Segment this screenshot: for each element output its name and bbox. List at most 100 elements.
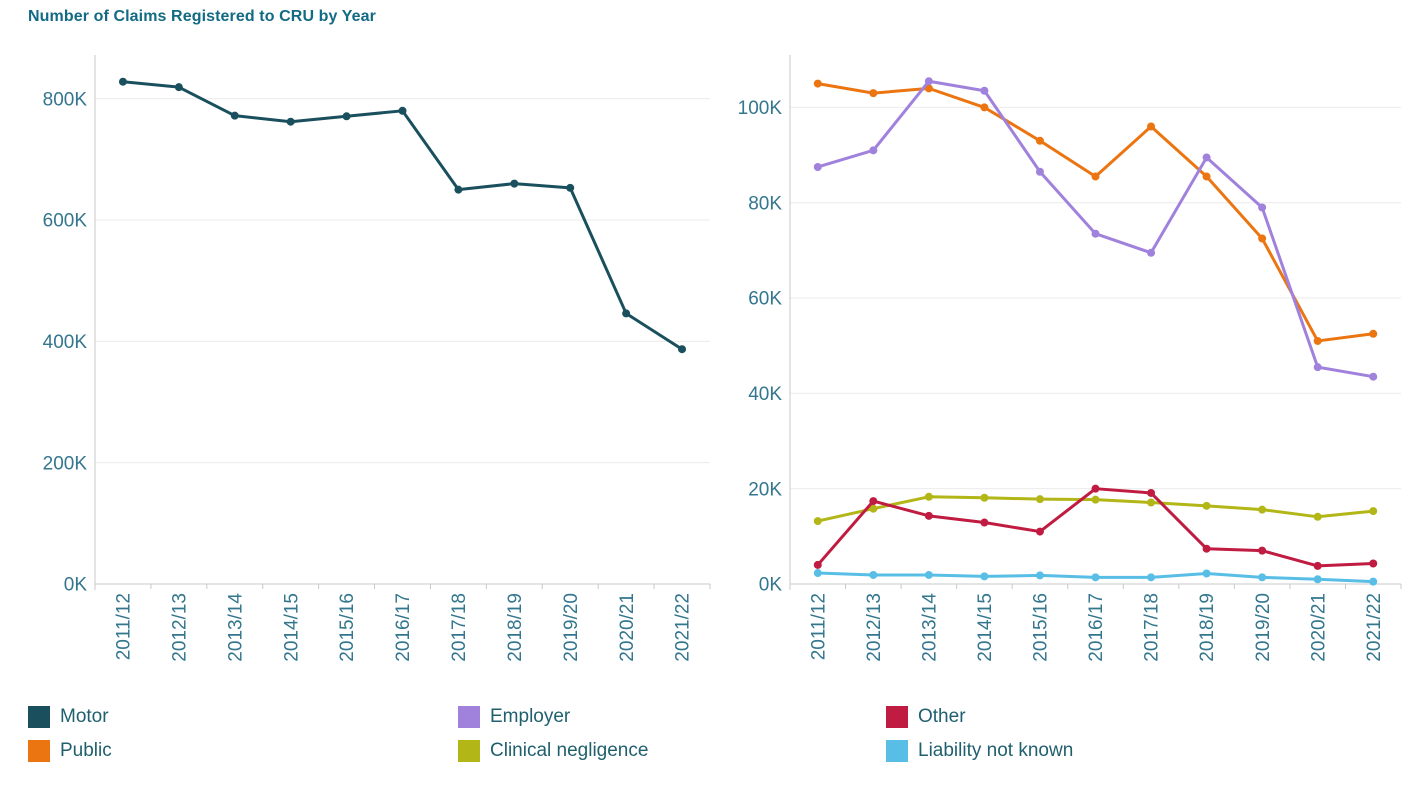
data-point-employer	[869, 146, 878, 155]
legend-item-public: Public	[28, 737, 112, 764]
data-point-other	[1202, 544, 1211, 553]
data-point-public	[813, 79, 822, 88]
data-point-employer	[813, 162, 822, 171]
data-point-other	[1091, 484, 1100, 493]
legend-item-liability-not-known: Liability not known	[886, 737, 1073, 764]
data-point-public	[1202, 172, 1211, 181]
data-point-employer	[1369, 372, 1378, 381]
x-axis-tick-label: 2016/17	[393, 593, 414, 662]
data-point-other	[1369, 559, 1378, 568]
y-axis-tick-label: 400K	[43, 332, 88, 353]
legend-column-3: Other Liability not known	[886, 703, 1073, 771]
data-point-motor	[566, 183, 575, 192]
x-axis-tick-label: 2021/22	[1364, 593, 1385, 662]
data-point-employer	[1202, 153, 1211, 162]
data-point-other	[1313, 561, 1322, 570]
x-axis-tick-label: 2014/15	[975, 593, 996, 662]
y-axis-tick-label: 0K	[759, 575, 783, 596]
y-axis-tick-label: 600K	[43, 211, 88, 232]
legend-label-other: Other	[918, 705, 966, 727]
data-point-liability-not-known	[924, 570, 933, 579]
legend-swatch-motor	[28, 705, 50, 728]
x-axis-tick-label: 2015/16	[1031, 593, 1052, 662]
data-point-liability-not-known	[1202, 569, 1211, 578]
data-point-liability-not-known	[1369, 577, 1378, 586]
x-axis-tick-label: 2012/13	[864, 593, 885, 662]
data-point-public	[924, 84, 933, 93]
x-axis-tick-label: 2018/19	[505, 593, 526, 662]
data-point-public	[1369, 329, 1378, 338]
series-line-employer	[816, 79, 1375, 379]
data-point-other	[869, 497, 878, 506]
y-axis-tick-label: 800K	[43, 89, 88, 110]
data-point-clinical-negligence	[1369, 507, 1378, 516]
data-point-motor	[342, 112, 351, 121]
data-point-clinical-negligence	[813, 517, 822, 526]
data-point-clinical-negligence	[1091, 495, 1100, 504]
x-axis-tick-label: 2015/16	[337, 593, 358, 662]
chart-legend: Motor Public Employer Clinical negligenc…	[0, 703, 1426, 783]
data-point-employer	[1147, 248, 1156, 257]
data-point-clinical-negligence	[869, 504, 878, 513]
x-axis-tick-label: 2013/14	[225, 593, 246, 662]
legend-column-2: Employer Clinical negligence	[458, 703, 648, 771]
y-axis-tick-label: 0K	[64, 575, 88, 596]
claims-line-charts: 0K 200K 400K 600K 800K 2011/12 2012/13 2013/14 2…	[43, 55, 1402, 662]
data-point-clinical-negligence	[980, 493, 989, 502]
legend-item-clinical-negligence: Clinical negligence	[458, 737, 648, 764]
x-axis-tick-label: 2012/13	[170, 593, 191, 662]
data-point-clinical-negligence	[1147, 498, 1156, 507]
data-point-other	[1258, 546, 1267, 555]
legend-swatch-other	[886, 705, 908, 728]
data-point-motor	[230, 111, 239, 120]
data-point-clinical-negligence	[1313, 512, 1322, 521]
data-point-clinical-negligence	[1258, 505, 1267, 514]
y-axis-tick-label: 100K	[738, 98, 783, 119]
x-axis-tick-label: 2011/12	[114, 593, 135, 660]
x-axis-tick-label: 2016/17	[1086, 593, 1107, 662]
x-axis-tick-label: 2018/19	[1197, 593, 1218, 662]
data-point-liability-not-known	[813, 569, 822, 578]
data-point-motor	[174, 83, 183, 92]
data-point-liability-not-known	[1035, 571, 1044, 580]
data-point-public	[1091, 172, 1100, 181]
data-point-clinical-negligence	[924, 492, 933, 501]
legend-swatch-employer	[458, 705, 480, 728]
legend-swatch-clinical-negligence	[458, 739, 480, 762]
data-point-employer	[1313, 363, 1322, 372]
legend-label-clinical-negligence: Clinical negligence	[490, 739, 649, 761]
data-point-employer	[1035, 167, 1044, 176]
legend-swatch-public	[28, 739, 50, 762]
data-point-public	[1313, 336, 1322, 345]
y-axis-tick-label: 200K	[43, 453, 88, 474]
data-point-motor	[622, 309, 631, 318]
legend-label-employer: Employer	[490, 705, 571, 727]
data-point-motor	[118, 77, 127, 86]
data-point-motor	[678, 345, 687, 354]
series-line-public	[816, 82, 1375, 343]
data-point-other	[1035, 527, 1044, 536]
legend-item-motor: Motor	[28, 703, 112, 730]
y-axis-tick-label: 80K	[748, 193, 782, 214]
data-point-liability-not-known	[869, 570, 878, 579]
data-point-employer	[980, 86, 989, 95]
x-axis-tick-label: 2020/21	[617, 593, 638, 662]
legend-label-public: Public	[60, 739, 112, 761]
y-axis-tick-label: 20K	[748, 479, 782, 500]
legend-item-other: Other	[886, 703, 1073, 730]
x-axis-tick-label: 2017/18	[1142, 593, 1163, 662]
data-point-employer	[1258, 203, 1267, 212]
data-point-other	[980, 518, 989, 527]
data-point-liability-not-known	[980, 572, 989, 581]
data-point-public	[1035, 136, 1044, 145]
data-point-motor	[510, 179, 519, 188]
data-point-clinical-negligence	[1035, 495, 1044, 504]
legend-item-employer: Employer	[458, 703, 648, 730]
x-axis-tick-label: 2019/20	[1253, 593, 1274, 662]
data-point-public	[980, 103, 989, 112]
data-point-motor	[454, 185, 463, 194]
data-point-employer	[924, 77, 933, 86]
data-point-liability-not-known	[1147, 573, 1156, 582]
x-axis-tick-label: 2021/22	[673, 593, 694, 662]
